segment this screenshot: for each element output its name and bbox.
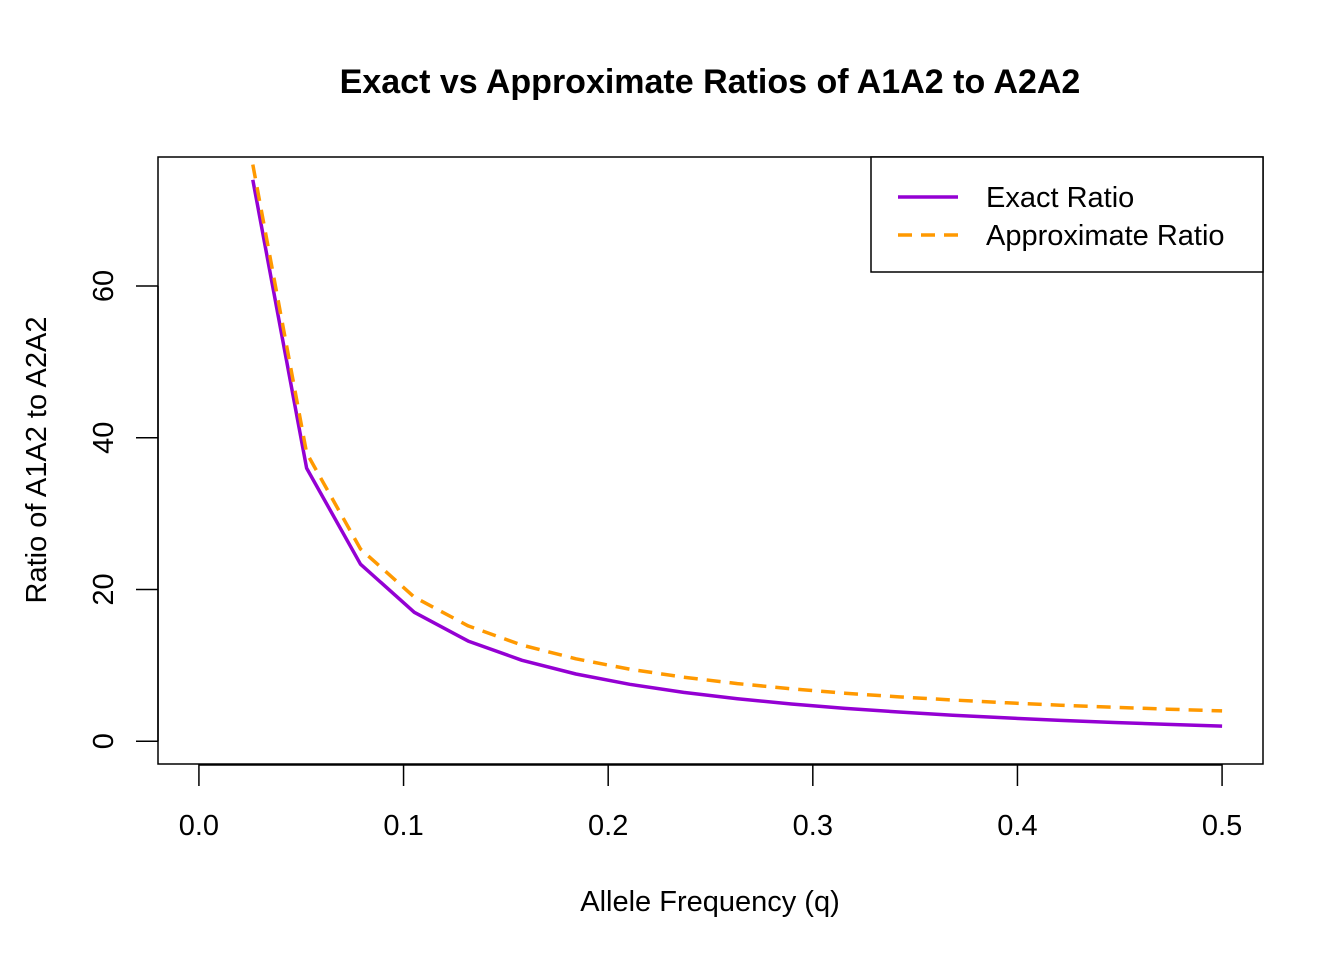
- x-tick-label: 0.5: [1202, 810, 1242, 842]
- x-axis: 0.0 0.1 0.2 0.3 0.4 0.5: [179, 764, 1242, 842]
- y-tick-label: 0: [88, 733, 120, 749]
- x-axis-label: Allele Frequency (q): [580, 886, 840, 918]
- x-tick-label: 0.3: [793, 810, 833, 842]
- legend-label-approximate-ratio: Approximate Ratio: [986, 220, 1225, 252]
- legend-label-exact-ratio: Exact Ratio: [986, 182, 1134, 214]
- series-line-exact-ratio: [251, 179, 1223, 728]
- series-layer: [251, 164, 1223, 728]
- x-tick-label: 0.4: [997, 810, 1037, 842]
- y-tick-label: 20: [88, 573, 120, 605]
- series-line-approximate-ratio: [251, 164, 1223, 713]
- x-tick-label: 0.1: [383, 810, 423, 842]
- y-axis: 0 20 40 60: [88, 270, 159, 749]
- y-axis-label: Ratio of A1A2 to A2A2: [21, 317, 53, 604]
- chart-title: Exact vs Approximate Ratios of A1A2 to A…: [340, 63, 1081, 101]
- x-tick-label: 0.2: [588, 810, 628, 842]
- y-tick-label: 40: [88, 422, 120, 454]
- x-tick-label: 0.0: [179, 810, 219, 842]
- legend: Exact Ratio Approximate Ratio: [870, 156, 1264, 273]
- legend-frame: [870, 156, 1264, 273]
- y-tick-label: 60: [88, 270, 120, 302]
